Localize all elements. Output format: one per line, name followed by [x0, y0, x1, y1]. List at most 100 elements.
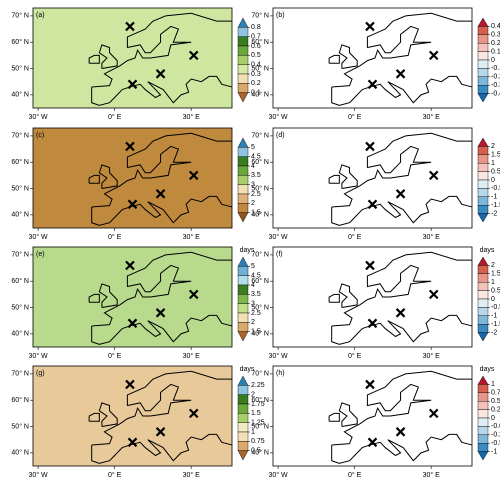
- colorbar-label: 1.5: [491, 271, 500, 278]
- y-tick-label: 40° N: [251, 91, 269, 99]
- y-tick-label: 70° N: [251, 132, 269, 140]
- y-tick-label: 70° N: [251, 251, 269, 259]
- y-tick-label: 40° N: [11, 211, 29, 219]
- colorbar-box: [237, 294, 249, 304]
- colorbar-label: 1.5: [491, 152, 500, 159]
- station-marker: [395, 189, 406, 199]
- map-frame: [32, 127, 233, 229]
- colorbar-box: [237, 385, 249, 395]
- y-tick-label: 70° N: [251, 370, 269, 378]
- colorbar-box: [477, 171, 489, 181]
- station-marker: [367, 199, 378, 210]
- colorbar-label: -0.3: [491, 82, 500, 89]
- colorbar-label: 1.75: [251, 401, 265, 408]
- coastline: [338, 164, 358, 190]
- colorbar-label: 0: [491, 177, 495, 184]
- colorbar-label: -0.5: [491, 440, 500, 447]
- colorbar-label: 3: [251, 301, 255, 308]
- colorbar-label: 0: [491, 57, 495, 64]
- station-marker: [127, 79, 138, 90]
- colorbar-box: [237, 45, 249, 56]
- colorbar-label: 4: [251, 282, 255, 289]
- colorbar-label: 4.5: [251, 273, 261, 280]
- x-tick-label: 0° E: [108, 233, 122, 241]
- colorbar-box: [237, 193, 249, 204]
- colorbar-label: -1.5: [491, 202, 500, 209]
- colorbar-box: [477, 384, 489, 393]
- x-tick-label: 0° E: [108, 113, 122, 121]
- colorbar-label: 2.5: [251, 310, 261, 317]
- y-tick-label: 70° N: [11, 132, 29, 140]
- colorbar-box: [477, 273, 489, 283]
- colorbar-label: 0.5: [491, 168, 500, 175]
- colorbar-box: [477, 154, 489, 164]
- map-frame: [32, 7, 233, 109]
- map-frame: [272, 365, 473, 467]
- colorbar-label: 2.25: [251, 382, 265, 389]
- colorbar-end: [237, 137, 249, 148]
- y-tick-label: 50° N: [11, 64, 29, 72]
- coastline: [91, 12, 232, 88]
- colorbar-label: -0.2: [491, 74, 500, 81]
- x-tick-label: 0° E: [348, 233, 362, 241]
- colorbar-box: [237, 266, 249, 276]
- colorbar-label: 3: [251, 182, 255, 189]
- station-marker: [428, 50, 439, 61]
- colorbar-box: [477, 392, 489, 402]
- colorbar-box: [477, 282, 489, 291]
- y-tick-label: 50° N: [251, 64, 269, 72]
- x-tick-label: 30° E: [423, 113, 441, 121]
- colorbar-label: 5: [251, 144, 255, 151]
- coastline: [98, 164, 118, 190]
- colorbar-box: [477, 146, 489, 155]
- station-marker: [395, 308, 406, 318]
- colorbar-label: 2: [251, 392, 255, 399]
- colorbar-box: [237, 184, 249, 195]
- station-marker: [428, 170, 439, 181]
- colorbar-unit: days: [240, 366, 255, 373]
- x-tick-label: 30° E: [423, 352, 441, 360]
- colorbar-box: [237, 422, 249, 433]
- map-frame: [32, 365, 233, 467]
- y-tick-label: 40° N: [251, 449, 269, 457]
- colorbar-box: [237, 83, 249, 93]
- colorbar-box: [477, 76, 489, 86]
- coastline: [338, 402, 358, 428]
- colorbar-end: [477, 332, 489, 342]
- colorbar-label: 0: [491, 415, 495, 422]
- coastline: [88, 293, 100, 303]
- y-tick-label: 40° N: [11, 449, 29, 457]
- colorbar-label: -0.5: [491, 304, 500, 311]
- map-frame: [272, 127, 473, 229]
- station-marker: [367, 79, 378, 90]
- colorbar-end: [477, 451, 489, 461]
- colorbar-end: [237, 450, 249, 461]
- colorbar-label: 1.5: [251, 329, 261, 336]
- colorbar-end: [237, 17, 249, 28]
- station-marker: [428, 408, 439, 419]
- colorbar-box: [477, 315, 489, 325]
- x-tick-label: 30° W: [269, 113, 289, 121]
- colorbar-label: -1: [491, 313, 497, 320]
- colorbar-label: 0.75: [251, 438, 265, 445]
- x-tick-label: 0° E: [348, 471, 362, 479]
- coastline: [331, 132, 472, 208]
- x-tick-label: 30° W: [29, 352, 49, 360]
- colorbar-unit: days: [480, 247, 495, 254]
- colorbar-label: -1: [491, 194, 497, 201]
- colorbar-label: -0.5: [491, 185, 500, 192]
- coastline: [91, 75, 233, 106]
- x-tick-label: 30° W: [29, 471, 49, 479]
- station-marker: [155, 69, 166, 79]
- colorbar-box: [477, 84, 489, 94]
- coastline: [331, 251, 472, 327]
- x-tick-label: 30° W: [269, 471, 289, 479]
- station-marker: [395, 69, 406, 79]
- panel-label: (e): [36, 251, 45, 258]
- station-marker: [365, 379, 375, 390]
- panel-label: (a): [36, 12, 45, 19]
- station-marker: [127, 199, 138, 210]
- colorbar-label: 1.5: [251, 210, 261, 217]
- colorbar-label: 0.2: [251, 80, 261, 87]
- colorbar-end: [477, 93, 489, 103]
